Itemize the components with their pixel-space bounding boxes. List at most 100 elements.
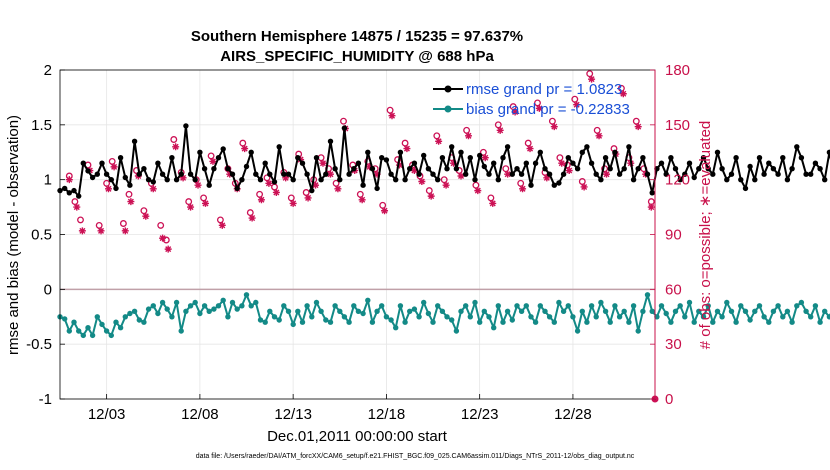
bias-point — [393, 325, 399, 331]
rmse-point — [621, 166, 627, 172]
bias-point — [537, 303, 543, 309]
obs-evaluated-point — [550, 123, 558, 131]
rmse-point — [514, 166, 520, 172]
bias-point — [276, 317, 282, 323]
bias-point — [752, 308, 758, 314]
obs-evaluated-point — [65, 176, 73, 184]
bias-point — [141, 319, 147, 325]
rmse-point — [495, 177, 501, 183]
rmse-point — [155, 160, 161, 166]
obs-evaluated-point — [366, 163, 374, 171]
obs-evaluated-point — [172, 143, 180, 151]
bias-point — [271, 314, 278, 320]
rmse-point — [94, 171, 101, 177]
bias-point — [220, 297, 226, 303]
rmse-point — [546, 171, 553, 177]
obs-evaluated-point — [595, 132, 603, 140]
bias-point — [798, 299, 805, 306]
bias-point — [724, 299, 730, 306]
bias-point — [80, 332, 87, 339]
obs-evaluated-point — [580, 183, 588, 191]
rmse-point — [458, 149, 464, 155]
bias-point — [654, 314, 660, 320]
rmse-point — [271, 179, 278, 185]
rmse-point — [574, 166, 581, 172]
rmse-point — [206, 182, 212, 188]
right-axis: 0 30 60 90 120 150 180 — [650, 62, 690, 408]
rmse-point — [71, 187, 77, 194]
obs-evaluated-point — [194, 181, 202, 189]
obs-evaluated-point — [164, 245, 172, 253]
y-tick-label: 0 — [44, 281, 52, 298]
rmse-point — [500, 155, 506, 161]
legend-rmse-marker — [444, 85, 452, 93]
bias-point — [239, 303, 245, 309]
rmse-point — [85, 168, 91, 174]
bias-point — [560, 308, 567, 314]
rmse-point — [463, 171, 469, 177]
obs-evaluated-point — [201, 199, 209, 207]
rmse-point — [211, 166, 217, 172]
x-tick-label: 12/08 — [181, 406, 219, 423]
rmse-point — [766, 160, 772, 166]
bias-point — [518, 308, 525, 314]
bias-point — [183, 308, 189, 314]
rmse-point — [817, 166, 823, 172]
bias-point — [327, 319, 334, 325]
rmse-point — [304, 171, 310, 177]
bias-point — [574, 328, 581, 334]
left-axis: -1 -0.5 0 0.5 1 1.5 2 — [26, 62, 65, 408]
bias-point — [281, 303, 287, 309]
bias-point — [122, 314, 128, 320]
rmse-point — [565, 155, 571, 161]
rmse-point — [285, 171, 292, 177]
bias-point — [756, 303, 763, 309]
rmse-point — [383, 157, 390, 163]
bias-point — [789, 319, 795, 325]
bias-point — [728, 308, 735, 314]
obs-evaluated-point — [504, 170, 512, 178]
obs-evaluated-point — [427, 192, 435, 200]
rmse-point — [560, 171, 567, 177]
bias-point — [103, 328, 110, 334]
rmse-point — [742, 185, 749, 192]
rmse-point — [355, 160, 362, 166]
bias-point — [528, 314, 534, 320]
x-tick-label: 12/13 — [274, 406, 312, 423]
obs-evaluated-point — [619, 90, 627, 98]
bias-point — [313, 299, 320, 306]
y-tick-label: -1 — [39, 391, 52, 408]
rmse-point — [318, 177, 324, 183]
rmse-point — [728, 171, 735, 177]
obs-evaluated-point — [97, 227, 105, 235]
bias-point — [640, 308, 646, 314]
obs-evaluated-point — [481, 154, 489, 162]
bias-point — [458, 308, 464, 314]
bias-point — [672, 308, 679, 314]
obs-evaluated-point — [248, 214, 256, 222]
rmse-point — [486, 171, 492, 177]
bias-point — [635, 328, 641, 334]
bias-point — [136, 317, 142, 323]
bias-point — [495, 303, 501, 309]
bias-point — [612, 303, 618, 309]
rmse-point — [234, 185, 240, 192]
bias-point — [131, 308, 138, 314]
rmse-point — [276, 144, 282, 150]
obs-evaluated-point — [573, 101, 581, 109]
rmse-point — [677, 177, 683, 183]
rmse-point — [584, 144, 590, 150]
rmse-point — [705, 166, 711, 172]
rmse-point — [341, 125, 348, 131]
rmse-point — [66, 190, 73, 196]
bias-point — [262, 319, 268, 325]
bias-point — [621, 308, 627, 314]
obs-evaluated-point — [395, 161, 403, 169]
bias-point — [425, 310, 432, 317]
obs-evaluated-point — [565, 167, 573, 175]
rmse-point — [421, 152, 427, 159]
rmse-point — [747, 163, 753, 170]
bias-series — [57, 292, 830, 339]
bias-point — [570, 314, 576, 320]
rmse-point — [579, 149, 585, 155]
